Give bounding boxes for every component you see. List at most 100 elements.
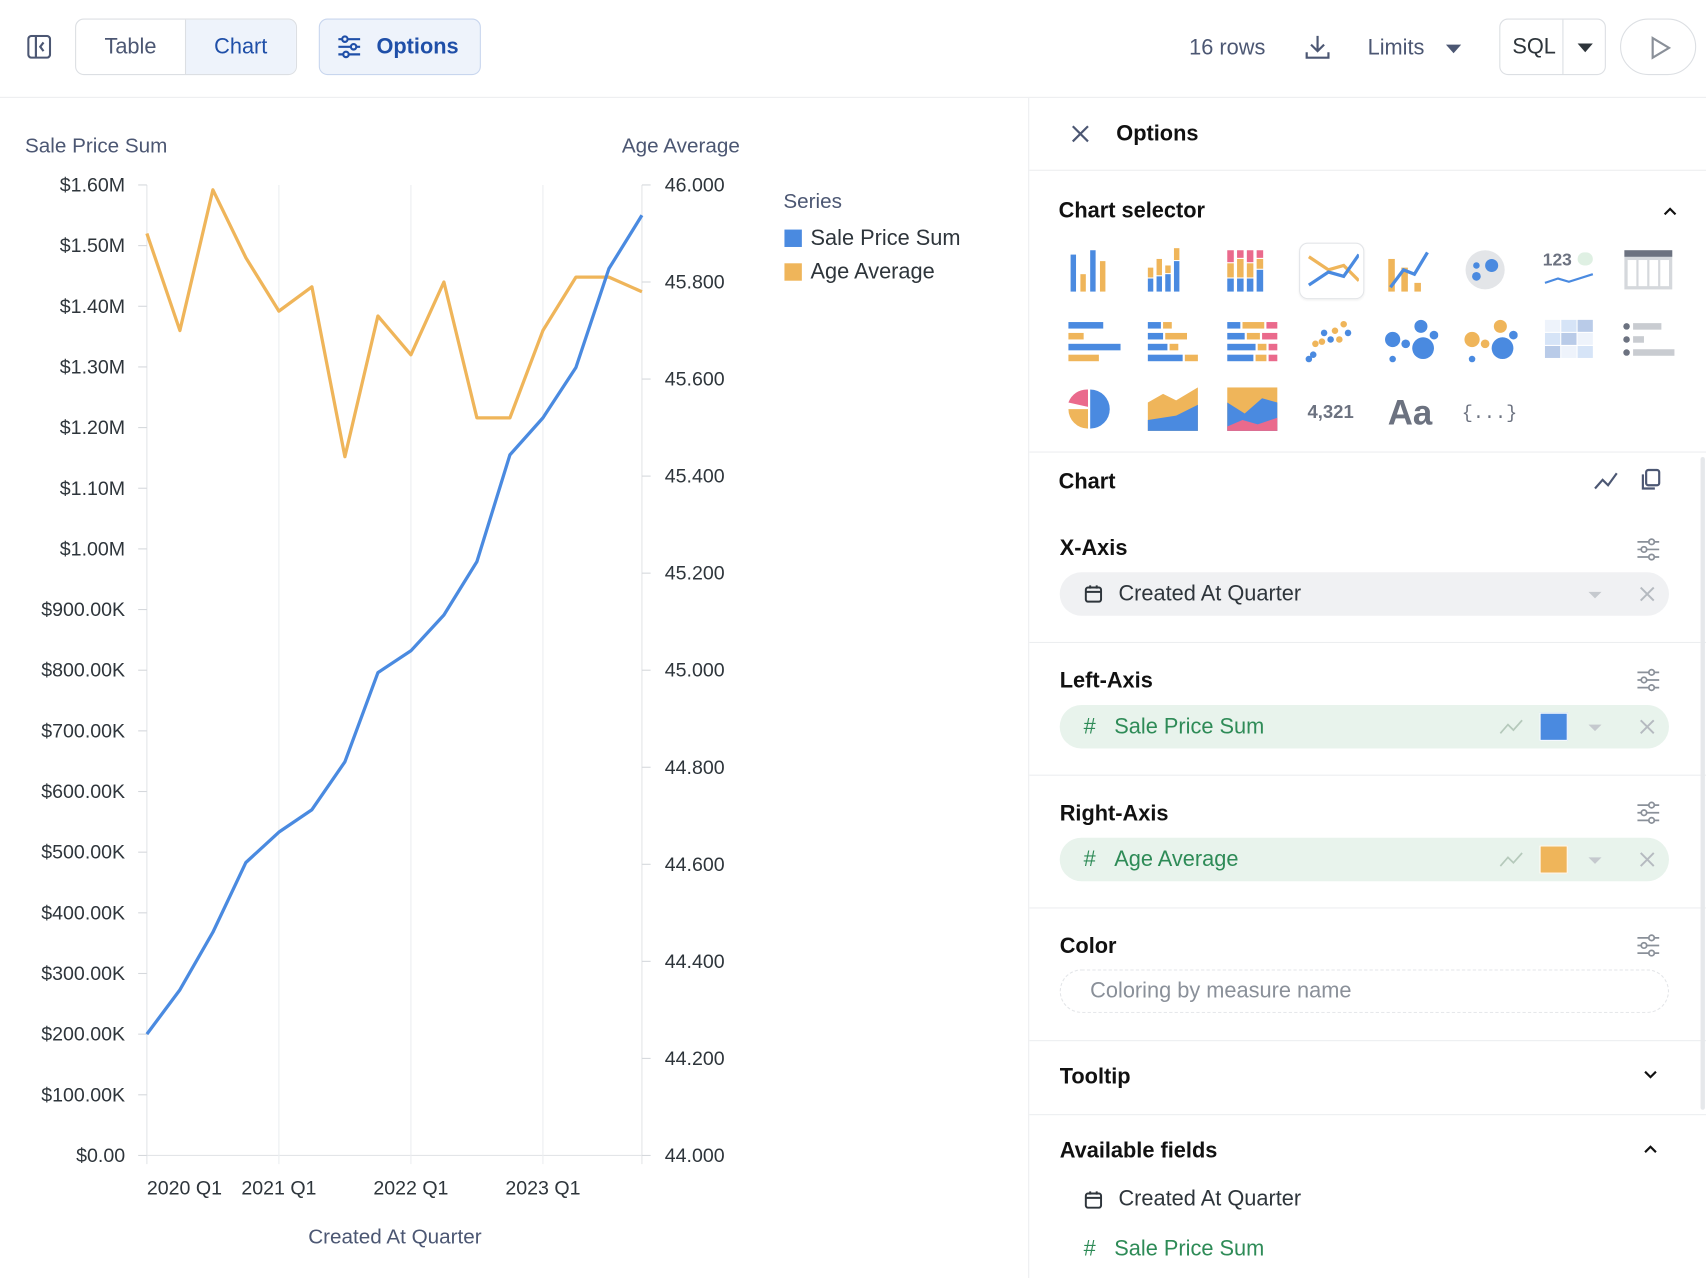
- copy-icon[interactable]: [1637, 468, 1661, 492]
- divider: [1562, 19, 1564, 74]
- caret-down-icon[interactable]: [1588, 857, 1602, 864]
- settings-sliders-icon[interactable]: [1636, 934, 1660, 958]
- horizontal-bar-icon: [1068, 322, 1121, 362]
- y-tick-label: $200.00K: [41, 1024, 125, 1046]
- sidebar-toggle-icon[interactable]: [27, 34, 52, 59]
- x-axis-title: X-Axis: [1059, 536, 1128, 561]
- caret-down-icon: [1446, 44, 1462, 53]
- tab-chart[interactable]: Chart: [184, 19, 296, 74]
- chart-type-stacked-bar[interactable]: [1220, 243, 1285, 300]
- y-tick-label: $1.00M: [60, 538, 125, 560]
- color-section: Color Coloring by measure name: [1029, 908, 1706, 1042]
- line-type-icon[interactable]: [1594, 470, 1618, 492]
- chart-type-grouped-horizontal-bar[interactable]: [1140, 312, 1205, 369]
- y-tick-label: $1.10M: [60, 478, 125, 500]
- tab-table[interactable]: Table: [104, 34, 157, 59]
- chart-type-number[interactable]: 4,321: [1299, 382, 1364, 439]
- limits-dropdown[interactable]: Limits: [1368, 36, 1462, 61]
- caret-down-icon[interactable]: [1588, 724, 1602, 732]
- chart-type-combo-chart[interactable]: [1378, 243, 1443, 300]
- play-icon: [1651, 36, 1672, 60]
- remove-icon[interactable]: [1639, 585, 1656, 602]
- settings-sliders-icon[interactable]: [1636, 537, 1660, 561]
- y-tick-label: $1.30M: [60, 356, 125, 378]
- chart-type-bubble[interactable]: [1378, 312, 1443, 369]
- y2-axis-title: Age Average: [622, 134, 740, 157]
- chevron-up-icon[interactable]: [1662, 206, 1677, 217]
- options-header: Options: [1029, 98, 1706, 171]
- legend-item: Age Average: [811, 259, 935, 284]
- right-axis-field[interactable]: # Age Average: [1059, 837, 1669, 882]
- line-style-icon[interactable]: [1499, 718, 1523, 735]
- field-item[interactable]: # Sale Price Sum: [1084, 1237, 1265, 1262]
- x-tick-label: 2021 Q1: [241, 1178, 316, 1200]
- chart-type-list[interactable]: [1617, 312, 1682, 369]
- x-axis-field[interactable]: Created At Quarter: [1059, 572, 1669, 616]
- chart-type-grouped-bar[interactable]: [1140, 243, 1205, 300]
- chart-type-pie-chart[interactable]: [1061, 382, 1126, 439]
- sql-caret-icon[interactable]: [1577, 43, 1593, 53]
- chevron-down-icon[interactable]: [1643, 1070, 1658, 1081]
- chart-type-stacked-area[interactable]: [1220, 382, 1285, 439]
- close-icon[interactable]: [1071, 124, 1091, 144]
- chart-type-stacked-horizontal-bar[interactable]: [1220, 312, 1285, 369]
- remove-icon[interactable]: [1639, 851, 1656, 868]
- kpi-trend-icon: 123: [1543, 249, 1594, 284]
- scrollbar[interactable]: [1700, 456, 1705, 1110]
- chart-section: Chart X-Axis Created At Quarter: [1029, 453, 1706, 644]
- sliders-icon: [338, 35, 361, 59]
- chart-type-heatmap[interactable]: [1537, 312, 1602, 369]
- sql-button[interactable]: SQL: [1512, 34, 1556, 59]
- x-tick-label: 2020 Q1: [147, 1178, 222, 1200]
- stacked-bar-icon: [1227, 250, 1264, 292]
- table-icon: [1624, 250, 1673, 290]
- bubble-icon: [1385, 319, 1439, 363]
- stacked-horizontal-bar-icon: [1227, 322, 1278, 362]
- y2-tick-label: 44.400: [665, 951, 725, 973]
- color-field-dropzone[interactable]: Coloring by measure name: [1059, 969, 1669, 1013]
- settings-sliders-icon[interactable]: [1636, 668, 1660, 692]
- chart-type-area-chart[interactable]: [1140, 382, 1205, 439]
- chart-type-kpi-trend[interactable]: 123: [1537, 243, 1602, 300]
- color-swatch-blue[interactable]: [1539, 712, 1568, 741]
- x-tick-label: 2022 Q1: [373, 1178, 448, 1200]
- line-style-icon[interactable]: [1499, 851, 1523, 868]
- y2-tick-label: 44.000: [665, 1145, 725, 1167]
- chart-type-bubble-multi[interactable]: [1458, 312, 1523, 369]
- chart-type-horizontal-bar[interactable]: [1061, 312, 1126, 369]
- left-axis-field[interactable]: # Sale Price Sum: [1059, 705, 1669, 749]
- y-tick-label: $300.00K: [41, 963, 125, 985]
- grouped-horizontal-bar-icon: [1147, 322, 1198, 362]
- y-tick-label: $800.00K: [41, 660, 125, 682]
- field-label: Created At Quarter: [1118, 1187, 1302, 1211]
- download-icon[interactable]: [1305, 34, 1331, 60]
- y-tick-label: $1.20M: [60, 417, 125, 439]
- remove-icon[interactable]: [1639, 718, 1656, 735]
- chart-type-bar-chart[interactable]: [1061, 243, 1126, 300]
- chart-type-table[interactable]: [1617, 243, 1682, 300]
- chevron-up-icon[interactable]: [1643, 1143, 1658, 1154]
- run-button[interactable]: [1620, 18, 1697, 76]
- settings-sliders-icon[interactable]: [1636, 801, 1660, 825]
- available-fields-title: Available fields: [1059, 1139, 1218, 1164]
- line-chart-icon: [1307, 253, 1359, 287]
- chart-type-line-chart[interactable]: [1299, 242, 1365, 300]
- color-swatch-orange[interactable]: [1539, 845, 1568, 874]
- options-label: Options: [376, 34, 459, 59]
- y-tick-label: $600.00K: [41, 781, 125, 803]
- y2-tick-label: 44.200: [665, 1048, 725, 1070]
- svg-text:Aa: Aa: [1388, 393, 1433, 432]
- options-panel: Options Chart selector 123 4,321 Aa {...} C…: [1028, 97, 1706, 1278]
- chart-type-map[interactable]: [1458, 243, 1523, 300]
- area-chart-icon: [1147, 387, 1198, 431]
- chart-type-text[interactable]: Aa: [1378, 382, 1443, 439]
- legend-swatch: [784, 263, 802, 281]
- tooltip-section[interactable]: Tooltip: [1029, 1041, 1706, 1116]
- caret-down-icon[interactable]: [1588, 591, 1602, 599]
- chart-type-json[interactable]: {...}: [1458, 382, 1523, 439]
- chart-type-scatter[interactable]: [1299, 312, 1364, 369]
- right-axis-section: Right-Axis # Age Average: [1029, 776, 1706, 909]
- options-button[interactable]: Options: [318, 18, 481, 76]
- number-icon: #: [1083, 847, 1096, 871]
- field-item[interactable]: Created At Quarter: [1084, 1187, 1301, 1212]
